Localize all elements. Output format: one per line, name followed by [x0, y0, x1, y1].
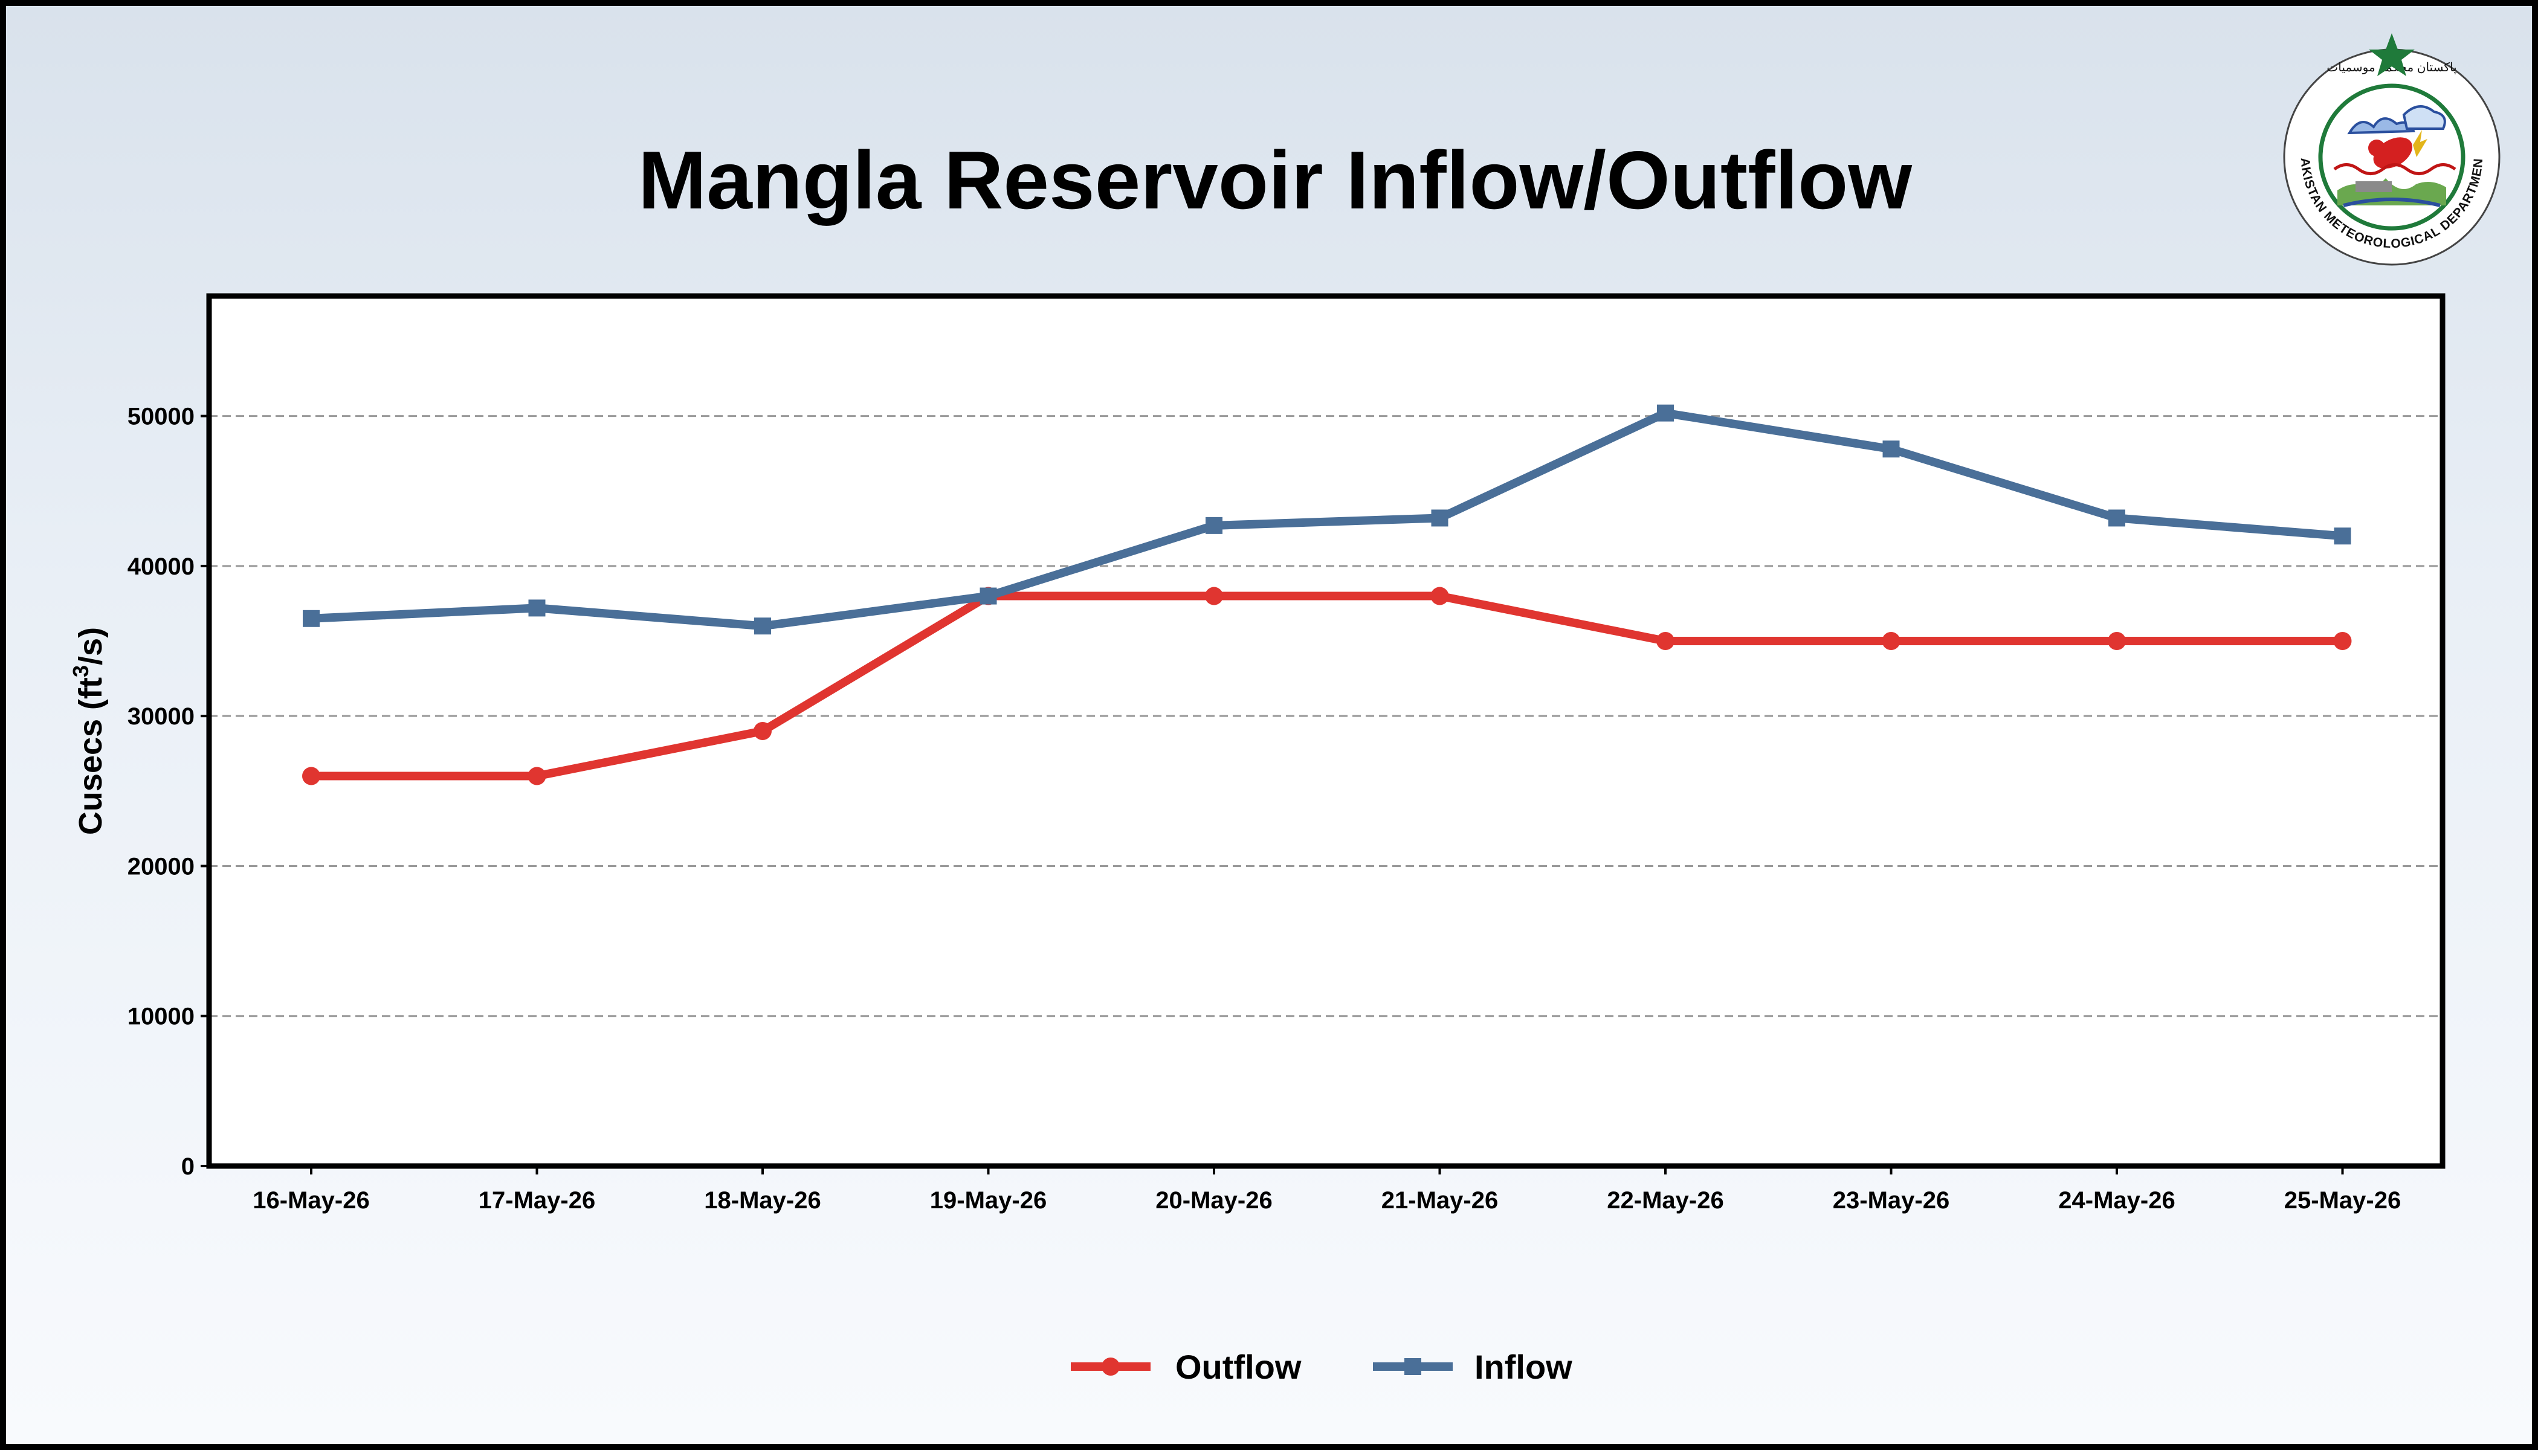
inflow-point	[1206, 517, 1222, 534]
inflow-point	[980, 587, 997, 605]
outflow-point	[1205, 587, 1223, 605]
series	[302, 404, 2352, 785]
outflow-series-line	[307, 591, 2347, 781]
legend-outflow-marker	[1102, 1358, 1120, 1376]
x-tick-label: 21-May-26	[1381, 1187, 1498, 1214]
inflow-series-line	[307, 408, 2347, 631]
y-tick-label: 30000	[128, 703, 195, 730]
y-axis-ticks: 0 10000 20000 30000 40000 50000	[128, 404, 209, 1180]
x-tick-label: 19-May-26	[930, 1187, 1047, 1214]
pmd-logo: PAKISTAN METEOROLOGICAL DEPARTMENT پاکست…	[2283, 33, 2501, 266]
y-tick-label: 40000	[128, 553, 195, 580]
y-tick-label: 10000	[128, 1003, 195, 1030]
outflow-point	[2108, 632, 2126, 651]
plot-area	[209, 296, 2443, 1166]
x-tick-label: 20-May-26	[1155, 1187, 1272, 1214]
logo-star-icon	[2369, 33, 2415, 76]
y-axis-label-main: Cusecs (ft	[73, 677, 109, 835]
outflow-point	[754, 722, 772, 740]
outflow-point	[2333, 632, 2352, 651]
x-tick-label: 16-May-26	[253, 1187, 369, 1214]
x-axis-ticks: 16-May-26 17-May-26 18-May-26 19-May-26 20-M…	[253, 1166, 2401, 1214]
inflow-point	[754, 617, 771, 635]
y-axis-label: Cusecs (ft3/s)	[68, 627, 109, 835]
x-tick-label: 23-May-26	[1833, 1187, 1949, 1214]
logo-urdu-text: پاکستان محکمہ موسمیات	[2326, 61, 2456, 74]
legend-inflow-label: Inflow	[1474, 1348, 1572, 1386]
inflow-point	[303, 610, 320, 627]
plot-border	[206, 293, 2446, 1169]
inflow-point	[1431, 509, 1448, 527]
x-tick-label: 24-May-26	[2058, 1187, 2175, 1214]
x-tick-label: 17-May-26	[479, 1187, 595, 1214]
outflow-point	[528, 767, 546, 785]
chart-svg: Mangla Reservoir Inflow/Outflow PAKISTAN…	[68, 33, 2501, 1386]
inflow-point	[1882, 440, 1900, 458]
legend-outflow-label: Outflow	[1175, 1348, 1302, 1386]
y-axis-label-superscript: 3	[68, 665, 93, 677]
outflow-point	[1656, 632, 1674, 651]
chart-title: Mangla Reservoir Inflow/Outflow	[638, 134, 1913, 226]
x-tick-label: 22-May-26	[1607, 1187, 1723, 1214]
gridlines	[209, 415, 2443, 1017]
outflow-point	[1882, 632, 1900, 651]
y-tick-label: 50000	[128, 404, 195, 430]
legend: Outflow Inflow	[1071, 1348, 1572, 1386]
inflow-point	[1657, 404, 1674, 422]
y-tick-label: 20000	[128, 853, 195, 880]
outflow-point	[1430, 587, 1449, 605]
outflow-point	[302, 767, 320, 785]
inflow-point	[2334, 527, 2351, 545]
legend-inflow-marker	[1404, 1358, 1421, 1375]
inflow-point	[528, 599, 546, 617]
x-tick-label: 18-May-26	[704, 1187, 821, 1214]
inflow-point	[2108, 509, 2125, 527]
y-tick-label: 0	[181, 1153, 195, 1180]
logo-emblem-icon	[2333, 105, 2456, 207]
x-tick-label: 25-May-26	[2284, 1187, 2401, 1214]
y-axis-label-suffix: /s)	[73, 627, 109, 665]
